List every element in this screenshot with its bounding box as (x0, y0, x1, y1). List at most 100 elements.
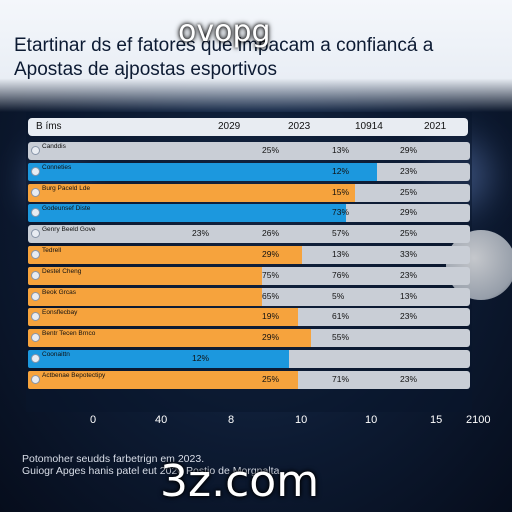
cell-value: 61% (332, 311, 350, 322)
row-label: Conneties (42, 163, 72, 171)
cell-value: 13% (400, 290, 418, 301)
title-line-2: Apostas de ajpostas esportivos (14, 59, 277, 80)
row-label: Tedrell (42, 247, 62, 254)
cell-value: 29% (400, 207, 418, 218)
cell-value: 57% (332, 228, 350, 239)
footnote: Potomoher seudds farbetrign em 2023. Gui… (22, 453, 492, 477)
cell-value: 25% (400, 186, 418, 197)
row-bullet-icon (31, 312, 40, 322)
chart-row: Beok Grcas 65% 5% 13% (28, 287, 470, 306)
cell-value: 13% (332, 249, 350, 259)
bar (28, 287, 263, 306)
bar (28, 246, 303, 264)
cell-value: 55% (332, 332, 350, 343)
x-tick-label: 0 (90, 414, 97, 426)
row-label: Godeunsef Diste (42, 205, 91, 213)
cell-value: 25% (262, 145, 280, 155)
row-bullet-icon (31, 166, 40, 176)
bar (28, 266, 263, 285)
chart-row: Conneties 12% 23% (28, 162, 470, 181)
cell-value: 25% (400, 228, 418, 239)
bar-track (28, 142, 470, 160)
row-label: Actbenae Bepotectipy (42, 371, 106, 379)
row-label: Canddis (42, 143, 66, 150)
footnote-line-2: Guiogr Apges hanis patel eut 2020 Postio… (22, 465, 280, 477)
chart-row: Eonsflecbay 19% 61% 23% (28, 308, 470, 327)
cell-value: 15% (332, 186, 350, 197)
bar (28, 350, 289, 368)
row-bullet-icon (31, 270, 40, 280)
heading-band (0, 0, 512, 112)
cell-value: 19% (262, 311, 280, 322)
x-tick-label: 15 (430, 414, 443, 426)
x-tick-label: 10 (295, 414, 308, 426)
cell-value: 65% (262, 290, 280, 301)
cell-value: 13% (332, 145, 350, 155)
bar (28, 183, 356, 202)
chart-row: Actbenae Bepotectipy 25% 71% 23% (28, 370, 470, 389)
cell-value: 12% (192, 353, 210, 363)
header-col-3: 10914 (355, 121, 383, 132)
chart-row: Destel Cheng 75% 76% 23% (28, 266, 470, 285)
chart-row: Godeunsef Diste 73% 29% (28, 204, 470, 223)
chart-row: Burg Paceld Lde 15% 25% (28, 183, 470, 202)
chart-row: Bentr Tecen Brnco 29% 55% (28, 329, 470, 348)
bar (28, 162, 378, 181)
cell-value: 25% (262, 373, 280, 384)
cell-value: 23% (192, 228, 210, 239)
chart-row: Tedrell 29% 13% 33% (28, 246, 470, 264)
cell-value: 76% (332, 269, 350, 280)
row-bullet-icon (31, 333, 40, 343)
row-label: Destel Cheng (42, 267, 82, 275)
bar (28, 204, 347, 223)
x-tick-label: 10 (365, 414, 378, 426)
chart-row: Coonaittn 12% (28, 350, 470, 368)
cell-value: 23% (400, 373, 418, 384)
bar (28, 370, 298, 389)
row-label: Genry Beeld Gove (42, 226, 96, 234)
row-bullet-icon (31, 354, 40, 363)
cell-value: 75% (262, 269, 280, 280)
watermark-text-bottom: 3z.com (160, 456, 320, 507)
title-line-1: Etartinar ds ef fatores que impacam a co… (14, 35, 434, 56)
x-tick-label: 2100 (466, 414, 491, 426)
row-bullet-icon (31, 291, 40, 301)
header-left-label: B íms (36, 121, 62, 132)
bar (28, 308, 298, 327)
row-label: Bentr Tecen Brnco (42, 330, 96, 338)
cell-value: 71% (332, 373, 350, 384)
cell-value: 29% (400, 145, 418, 155)
cell-value: 23% (400, 165, 418, 176)
cell-value: 23% (400, 269, 418, 280)
cell-value: 29% (262, 332, 280, 343)
cell-value: 33% (400, 249, 418, 259)
watermark-text-top: ovopg (178, 14, 271, 49)
x-tick-label: 8 (228, 414, 235, 426)
row-bullet-icon (31, 187, 40, 197)
header-col-1: 2029 (218, 121, 241, 132)
bar-track (28, 225, 470, 244)
bar (28, 329, 311, 348)
row-label: Burg Paceld Lde (42, 184, 91, 192)
row-label: Eonsflecbay (42, 309, 78, 317)
x-tick-label: 40 (155, 414, 168, 426)
table-header: B íms 2029 2023 10914 2021 (28, 118, 468, 136)
row-label: Beok Grcas (42, 288, 76, 296)
cell-value: 23% (400, 311, 418, 322)
chart-row: Genry Beeld Gove 23% 26% 57% 25% (28, 225, 470, 244)
cell-value: 73% (332, 207, 350, 218)
cell-value: 5% (332, 290, 345, 301)
row-bullet-icon (31, 146, 40, 155)
row-bullet-icon (31, 208, 40, 218)
row-bullet-icon (31, 374, 40, 384)
row-label: Coonaittn (42, 351, 70, 358)
footnote-line-1: Potomoher seudds farbetrign em 2023. (22, 453, 205, 465)
row-bullet-icon (31, 229, 40, 239)
cell-value: 29% (262, 249, 280, 259)
cell-value: 26% (262, 228, 280, 239)
cell-value: 12% (332, 165, 350, 176)
header-col-4: 2021 (424, 121, 447, 132)
row-bullet-icon (31, 250, 40, 259)
chart-row: Canddis 25% 13% 29% (28, 142, 470, 160)
chart-title: Etartinar ds ef fatores que impacam a co… (14, 34, 504, 82)
